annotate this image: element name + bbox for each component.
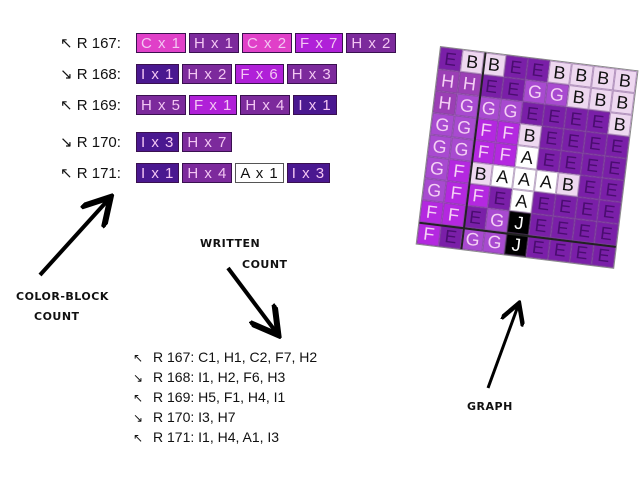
color-block: A x 1 bbox=[235, 163, 284, 183]
row-label: ↖ R 169: bbox=[60, 97, 121, 114]
color-block: I x 1 bbox=[293, 95, 337, 115]
row-label: ↘ R 168: bbox=[60, 66, 121, 83]
color-block: I x 1 bbox=[136, 163, 180, 183]
caption-graph: GRAPH bbox=[467, 400, 513, 413]
color-block: H x 7 bbox=[182, 132, 233, 152]
color-block: H x 4 bbox=[182, 163, 233, 183]
color-block: H x 4 bbox=[240, 95, 291, 115]
color-block: F x 6 bbox=[235, 64, 284, 84]
arrow-down-right-icon: ↘ bbox=[133, 371, 144, 385]
row-label: ↖ R 171: bbox=[60, 165, 121, 182]
color-block: H x 2 bbox=[346, 33, 397, 53]
written-text: R 170: I3, H7 bbox=[153, 409, 236, 425]
color-block: I x 3 bbox=[286, 163, 331, 183]
written-text: R 169: H5, F1, H4, I1 bbox=[153, 389, 286, 405]
color-block: I x 3 bbox=[136, 132, 180, 152]
written-row: ↘ R 170: I3, H7 bbox=[133, 409, 236, 425]
written-text: R 168: I1, H2, F6, H3 bbox=[153, 369, 286, 385]
written-text: R 167: C1, H1, C2, F7, H2 bbox=[153, 349, 318, 365]
arrow-down-right-icon: ↘ bbox=[133, 411, 144, 425]
color-block: H x 5 bbox=[136, 95, 187, 115]
caption-written: WRITTEN bbox=[200, 237, 261, 250]
color-block: F x 7 bbox=[295, 33, 344, 53]
arrow-up-left-icon: ↖ bbox=[133, 431, 144, 445]
color-block: C x 1 bbox=[136, 33, 187, 53]
row-label: ↘ R 170: bbox=[60, 134, 121, 151]
color-block: H x 3 bbox=[286, 64, 337, 84]
caption-color-block-count: COUNT bbox=[34, 310, 80, 323]
color-block: I x 1 bbox=[136, 64, 180, 84]
caption-color-block: COLOR-BLOCK bbox=[16, 290, 109, 303]
arrow-color-block bbox=[38, 200, 108, 277]
written-text: R 171: I1, H4, A1, I3 bbox=[153, 429, 280, 445]
caption-written-count: COUNT bbox=[242, 258, 288, 271]
arrow-up-left-icon: ↖ bbox=[133, 391, 144, 405]
arrow-up-left-icon: ↖ bbox=[133, 351, 144, 365]
written-row: ↖ R 167: C1, H1, C2, F7, H2 bbox=[133, 349, 317, 365]
color-block: C x 2 bbox=[242, 33, 293, 53]
color-block: H x 1 bbox=[189, 33, 240, 53]
written-row: ↘ R 168: I1, H2, F6, H3 bbox=[133, 369, 285, 385]
color-block: F x 1 bbox=[189, 95, 238, 115]
arrow-written bbox=[226, 266, 276, 332]
written-row: ↖ R 169: H5, F1, H4, I1 bbox=[133, 389, 285, 405]
color-block: H x 2 bbox=[182, 64, 233, 84]
written-row: ↖ R 171: I1, H4, A1, I3 bbox=[133, 429, 279, 445]
arrow-graph bbox=[486, 306, 518, 389]
row-label: ↖ R 167: bbox=[60, 35, 121, 52]
